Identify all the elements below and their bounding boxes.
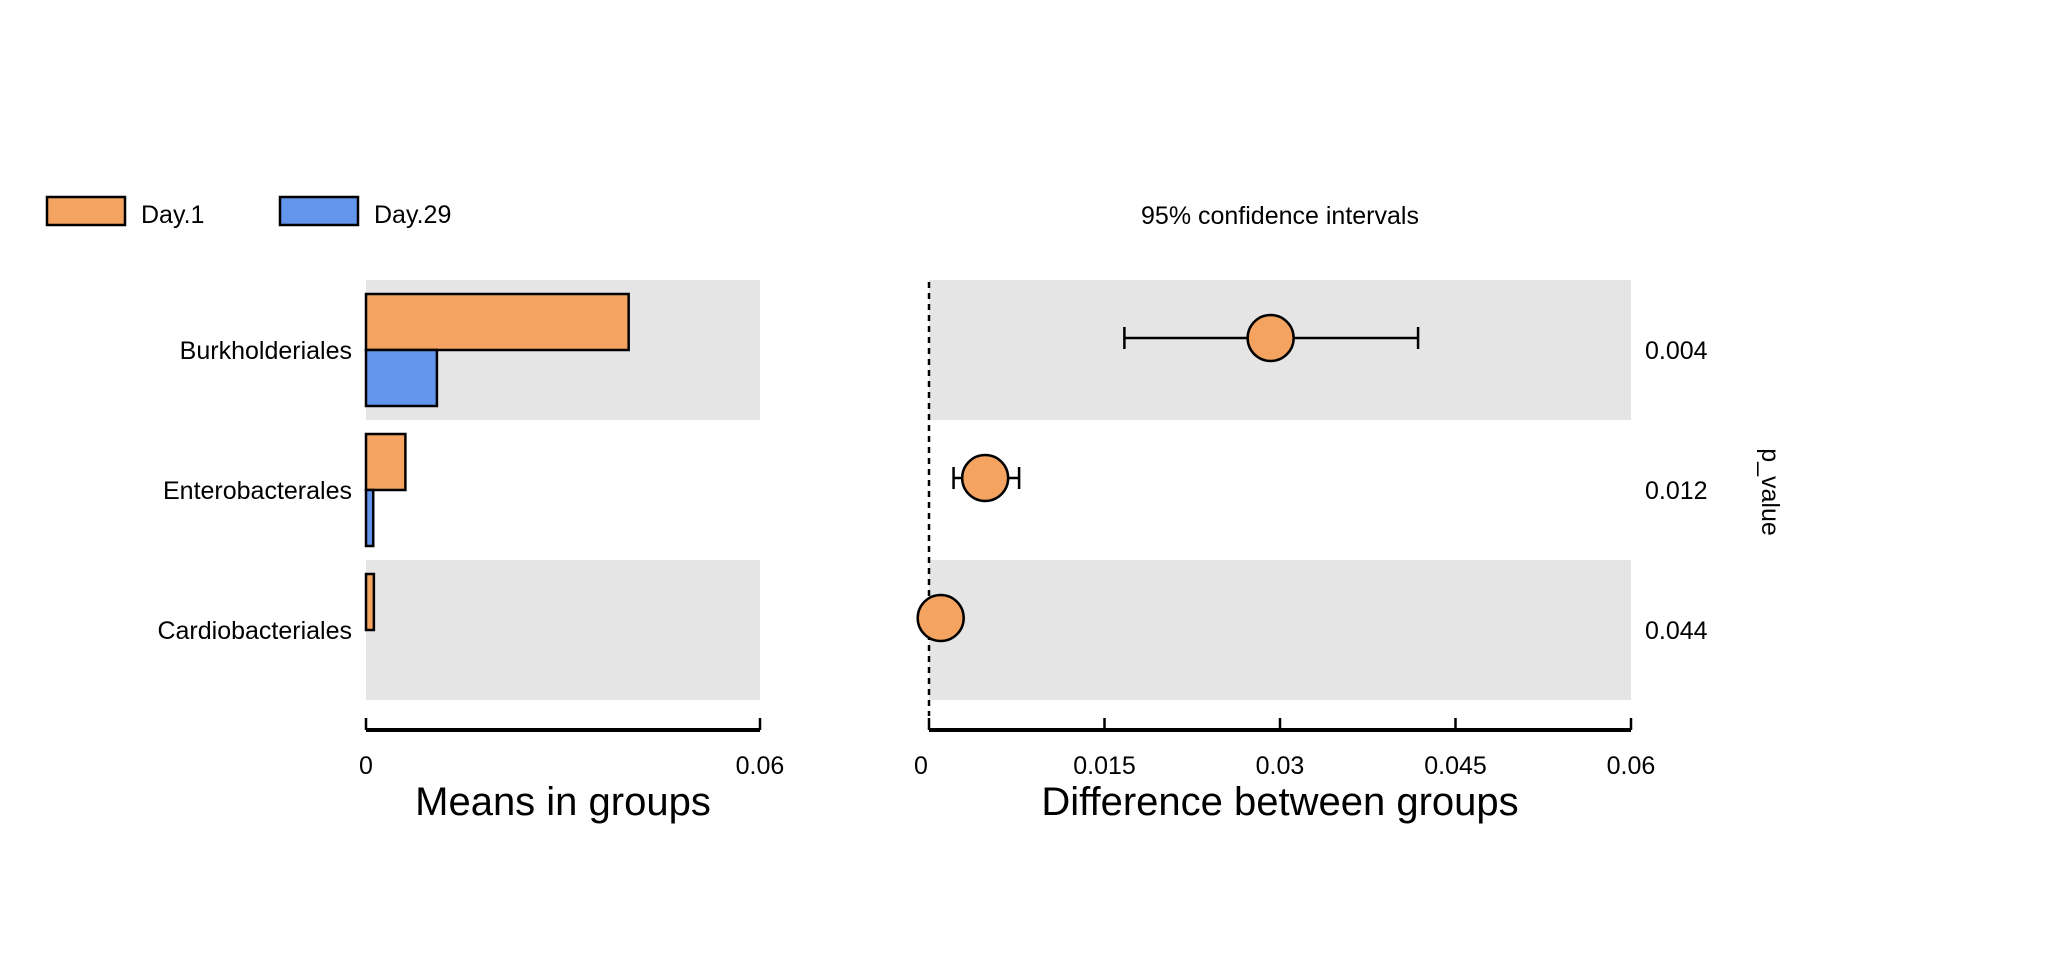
- legend: Day.1 Day.29: [45, 195, 451, 229]
- left-x-axis: 0 0.06 Means in groups: [359, 718, 784, 824]
- right-panel-bands: [929, 280, 1631, 700]
- category-label: Cardiobacteriales: [157, 617, 352, 645]
- category-labels: Burkholderiales Enterobacterales Cardiob…: [157, 337, 352, 645]
- bar-day29: [364, 348, 439, 408]
- right-x-axis-title: Difference between groups: [1041, 780, 1518, 824]
- bar-day1: [364, 572, 376, 632]
- confidence-intervals: [916, 313, 1420, 643]
- left-tick-label: 0.06: [736, 752, 785, 780]
- p-value-label: 0.044: [1645, 617, 1708, 645]
- legend-label-day29: Day.29: [374, 201, 451, 229]
- p-value-label: 0.004: [1645, 337, 1708, 365]
- legend-swatch-day29: [278, 195, 360, 227]
- right-row-band: [929, 560, 1631, 700]
- p-value-column: 0.004 0.012 0.044: [1645, 337, 1708, 645]
- bar-day1: [364, 292, 630, 352]
- p-value-axis-title: p_value: [1756, 448, 1784, 536]
- left-x-axis-title: Means in groups: [415, 780, 711, 824]
- right-tick-label: 0.015: [1073, 752, 1136, 780]
- right-panel-title: 95% confidence intervals: [1141, 202, 1419, 230]
- legend-swatch-day1: [45, 195, 127, 227]
- ci-point: [916, 593, 965, 643]
- right-tick-label: 0.045: [1424, 752, 1487, 780]
- ci-point: [960, 453, 1010, 503]
- left-row-band: [366, 560, 760, 700]
- category-label: Enterobacterales: [163, 477, 352, 505]
- category-label: Burkholderiales: [180, 337, 352, 365]
- p-value-label: 0.012: [1645, 477, 1708, 505]
- legend-label-day1: Day.1: [141, 201, 204, 229]
- right-tick-label: 0.06: [1607, 752, 1656, 780]
- left-panel-bars: [364, 292, 630, 632]
- right-tick-label: 0: [914, 752, 928, 780]
- bar-day29: [364, 488, 375, 548]
- right-tick-label: 0.03: [1256, 752, 1305, 780]
- bar-day1: [364, 432, 407, 492]
- ci-point: [1246, 313, 1295, 363]
- left-tick-label: 0: [359, 752, 373, 780]
- right-x-axis: 0 0.015 0.03 0.045 0.06 Difference betwe…: [914, 718, 1655, 824]
